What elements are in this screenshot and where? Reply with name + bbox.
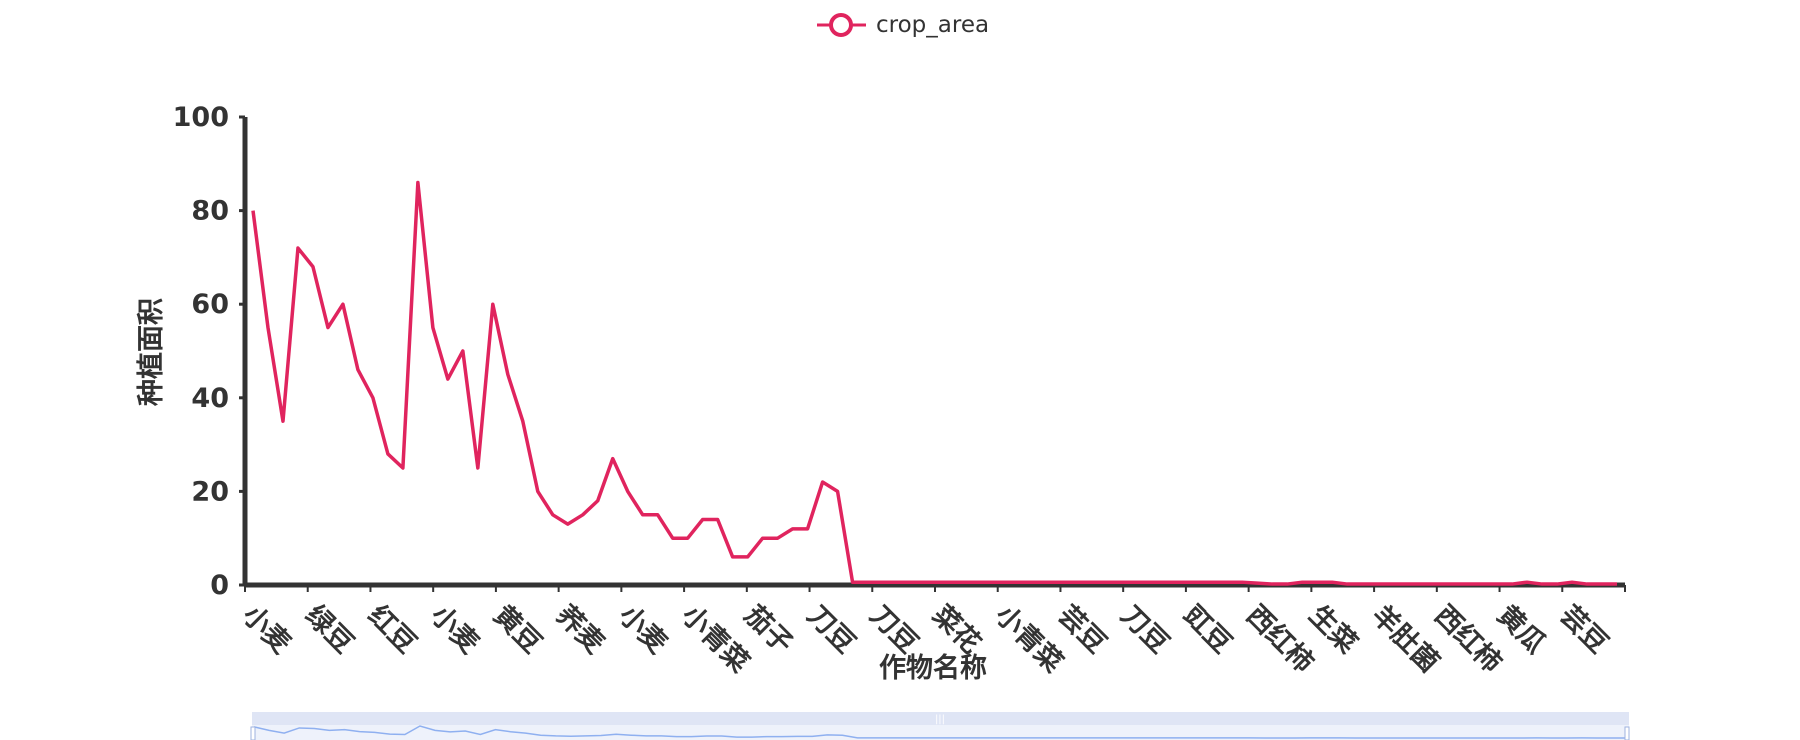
x-tick-label: 小麦 <box>425 600 486 661</box>
x-tick-label: 黄豆 <box>487 600 547 660</box>
y-tick-label: 40 <box>191 383 229 414</box>
x-tick-label: 红豆 <box>362 599 423 660</box>
x-tick-label: 刀豆 <box>864 600 924 660</box>
y-tick-label: 100 <box>173 102 229 133</box>
x-tick-label: 小麦 <box>613 600 674 661</box>
y-tick-label: 80 <box>191 196 229 227</box>
x-tick-label: 菜花 <box>926 599 987 660</box>
data-zoom-grip-icon[interactable]: ||| <box>935 714 945 725</box>
data-zoom-right-handle[interactable] <box>1624 726 1630 740</box>
x-tick-label: 刀豆 <box>801 600 861 660</box>
x-tick-label: 荞麦 <box>550 600 611 661</box>
x-tick-label: 芸豆 <box>1554 600 1614 660</box>
series-line-crop-area <box>251 180 1617 586</box>
data-zoom-slider[interactable]: ||| <box>250 712 1630 740</box>
x-axis-title: 作物名称 <box>879 652 987 684</box>
x-tick-label: 豇豆 <box>1177 600 1237 660</box>
legend-circle-icon <box>829 13 853 37</box>
y-tick-labels: 0 20 40 60 80 100 <box>173 102 245 601</box>
x-tick-label: 绿豆 <box>299 600 359 660</box>
legend[interactable]: crop_area <box>817 12 989 38</box>
x-tick-label: 小麦 <box>236 600 297 661</box>
x-tick-label: 小青菜 <box>676 600 755 679</box>
x-tick-label: 小青菜 <box>989 600 1068 679</box>
y-axis-title: 种植面积 <box>135 298 167 406</box>
y-tick-label: 60 <box>191 289 229 320</box>
legend-label: crop_area <box>876 12 989 38</box>
x-tick-label: 刀豆 <box>1115 600 1175 660</box>
y-tick-label: 0 <box>210 570 229 601</box>
data-zoom-preview-line <box>253 725 1627 739</box>
x-tick-label: 西红柿 <box>1428 599 1508 679</box>
x-tick-label: 西红柿 <box>1240 599 1320 679</box>
x-tick-label: 羊肚菌 <box>1366 599 1446 679</box>
data-zoom-handle-bar[interactable] <box>252 712 1629 725</box>
y-tick-label: 20 <box>191 476 229 507</box>
data-zoom-left-handle[interactable] <box>250 726 256 740</box>
